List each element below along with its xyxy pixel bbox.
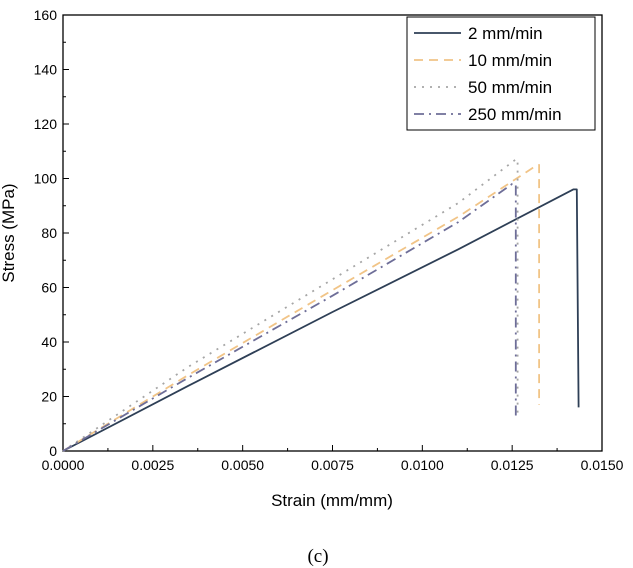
y-tick-label: 20: [41, 389, 57, 405]
y-tick-label: 100: [34, 171, 58, 187]
series-layer: [62, 158, 580, 452]
y-tick-label: 0: [49, 443, 57, 459]
x-axis-ticks: 0.0000 0.0025 0.0050 0.0075 0.0100 0.0125 0.01…: [42, 445, 624, 473]
legend: 2 mm/min 10 mm/min 50 mm/min 250 mm/min: [406, 16, 596, 131]
y-tick-label: 140: [34, 62, 58, 78]
series-line-3: [62, 183, 517, 452]
series-line-1: [62, 164, 540, 452]
legend-label-1: 10 mm/min: [468, 51, 552, 70]
legend-label-2: 50 mm/min: [468, 78, 552, 97]
legend-label-0: 2 mm/min: [468, 24, 543, 43]
x-tick-label: 0.0000: [42, 457, 85, 473]
x-tick-label: 0.0125: [491, 457, 534, 473]
x-axis-title: Strain (mm/mm): [271, 491, 393, 510]
x-tick-label: 0.0150: [581, 457, 624, 473]
figure-caption: (c): [307, 546, 328, 567]
y-tick-label: 120: [34, 116, 58, 132]
y-axis-title: Stress (MPa): [0, 183, 18, 282]
y-tick-label: 160: [34, 7, 58, 23]
y-tick-label: 80: [41, 225, 57, 241]
legend-label-3: 250 mm/min: [468, 105, 562, 124]
series-line-0: [62, 188, 580, 452]
y-tick-label: 60: [41, 280, 57, 296]
series-line-2: [62, 158, 519, 452]
legend-box: [406, 16, 596, 131]
y-tick-label: 40: [41, 334, 57, 350]
x-tick-label: 0.0100: [401, 457, 444, 473]
y-axis-ticks: 0 20 40 60 80 100 120 140 160: [34, 7, 69, 459]
x-tick-label: 0.0075: [311, 457, 354, 473]
x-tick-label: 0.0050: [221, 457, 264, 473]
x-tick-label: 0.0025: [131, 457, 174, 473]
